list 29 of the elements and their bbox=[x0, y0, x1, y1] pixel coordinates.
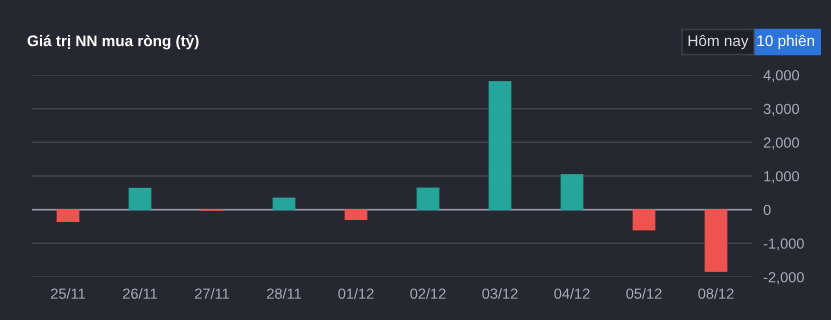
x-tick-label: 02/12 bbox=[410, 288, 446, 299]
bar bbox=[560, 174, 584, 210]
y-tick-label: 1,000 bbox=[764, 171, 800, 184]
x-tick-label: 26/11 bbox=[123, 288, 157, 299]
y-tick-label: 4,000 bbox=[763, 70, 800, 82]
x-tick-label: 25/11 bbox=[51, 288, 85, 299]
bar bbox=[704, 209, 728, 272]
y-tick-label: -2,000 bbox=[764, 272, 804, 284]
bar bbox=[344, 209, 368, 220]
y-tick-label: 2,000 bbox=[764, 137, 800, 150]
bar bbox=[56, 209, 80, 222]
y-tick-label: 0 bbox=[764, 204, 771, 216]
bar bbox=[128, 188, 152, 210]
x-tick-label: 08/12 bbox=[698, 288, 734, 299]
text: 10 phiên bbox=[758, 34, 814, 50]
bar bbox=[488, 81, 512, 210]
y-tick-label: -1,000 bbox=[764, 238, 804, 250]
bar bbox=[272, 198, 296, 210]
y-tick-label: 3,000 bbox=[764, 104, 800, 116]
x-tick-label: 04/12 bbox=[554, 288, 590, 299]
text: Hôm nay bbox=[688, 34, 748, 50]
x-tick-label: 03/12 bbox=[482, 288, 518, 299]
chart-title: Giá trị NN mua ròng (tỷ) bbox=[28, 34, 199, 50]
x-tick-label: 27/11 bbox=[195, 288, 229, 299]
bar bbox=[416, 188, 440, 210]
x-tick-label: 01/12 bbox=[338, 288, 374, 299]
x-tick-label: 05/12 bbox=[626, 288, 662, 299]
bar bbox=[632, 209, 656, 230]
x-tick-label: 28/11 bbox=[267, 288, 301, 299]
